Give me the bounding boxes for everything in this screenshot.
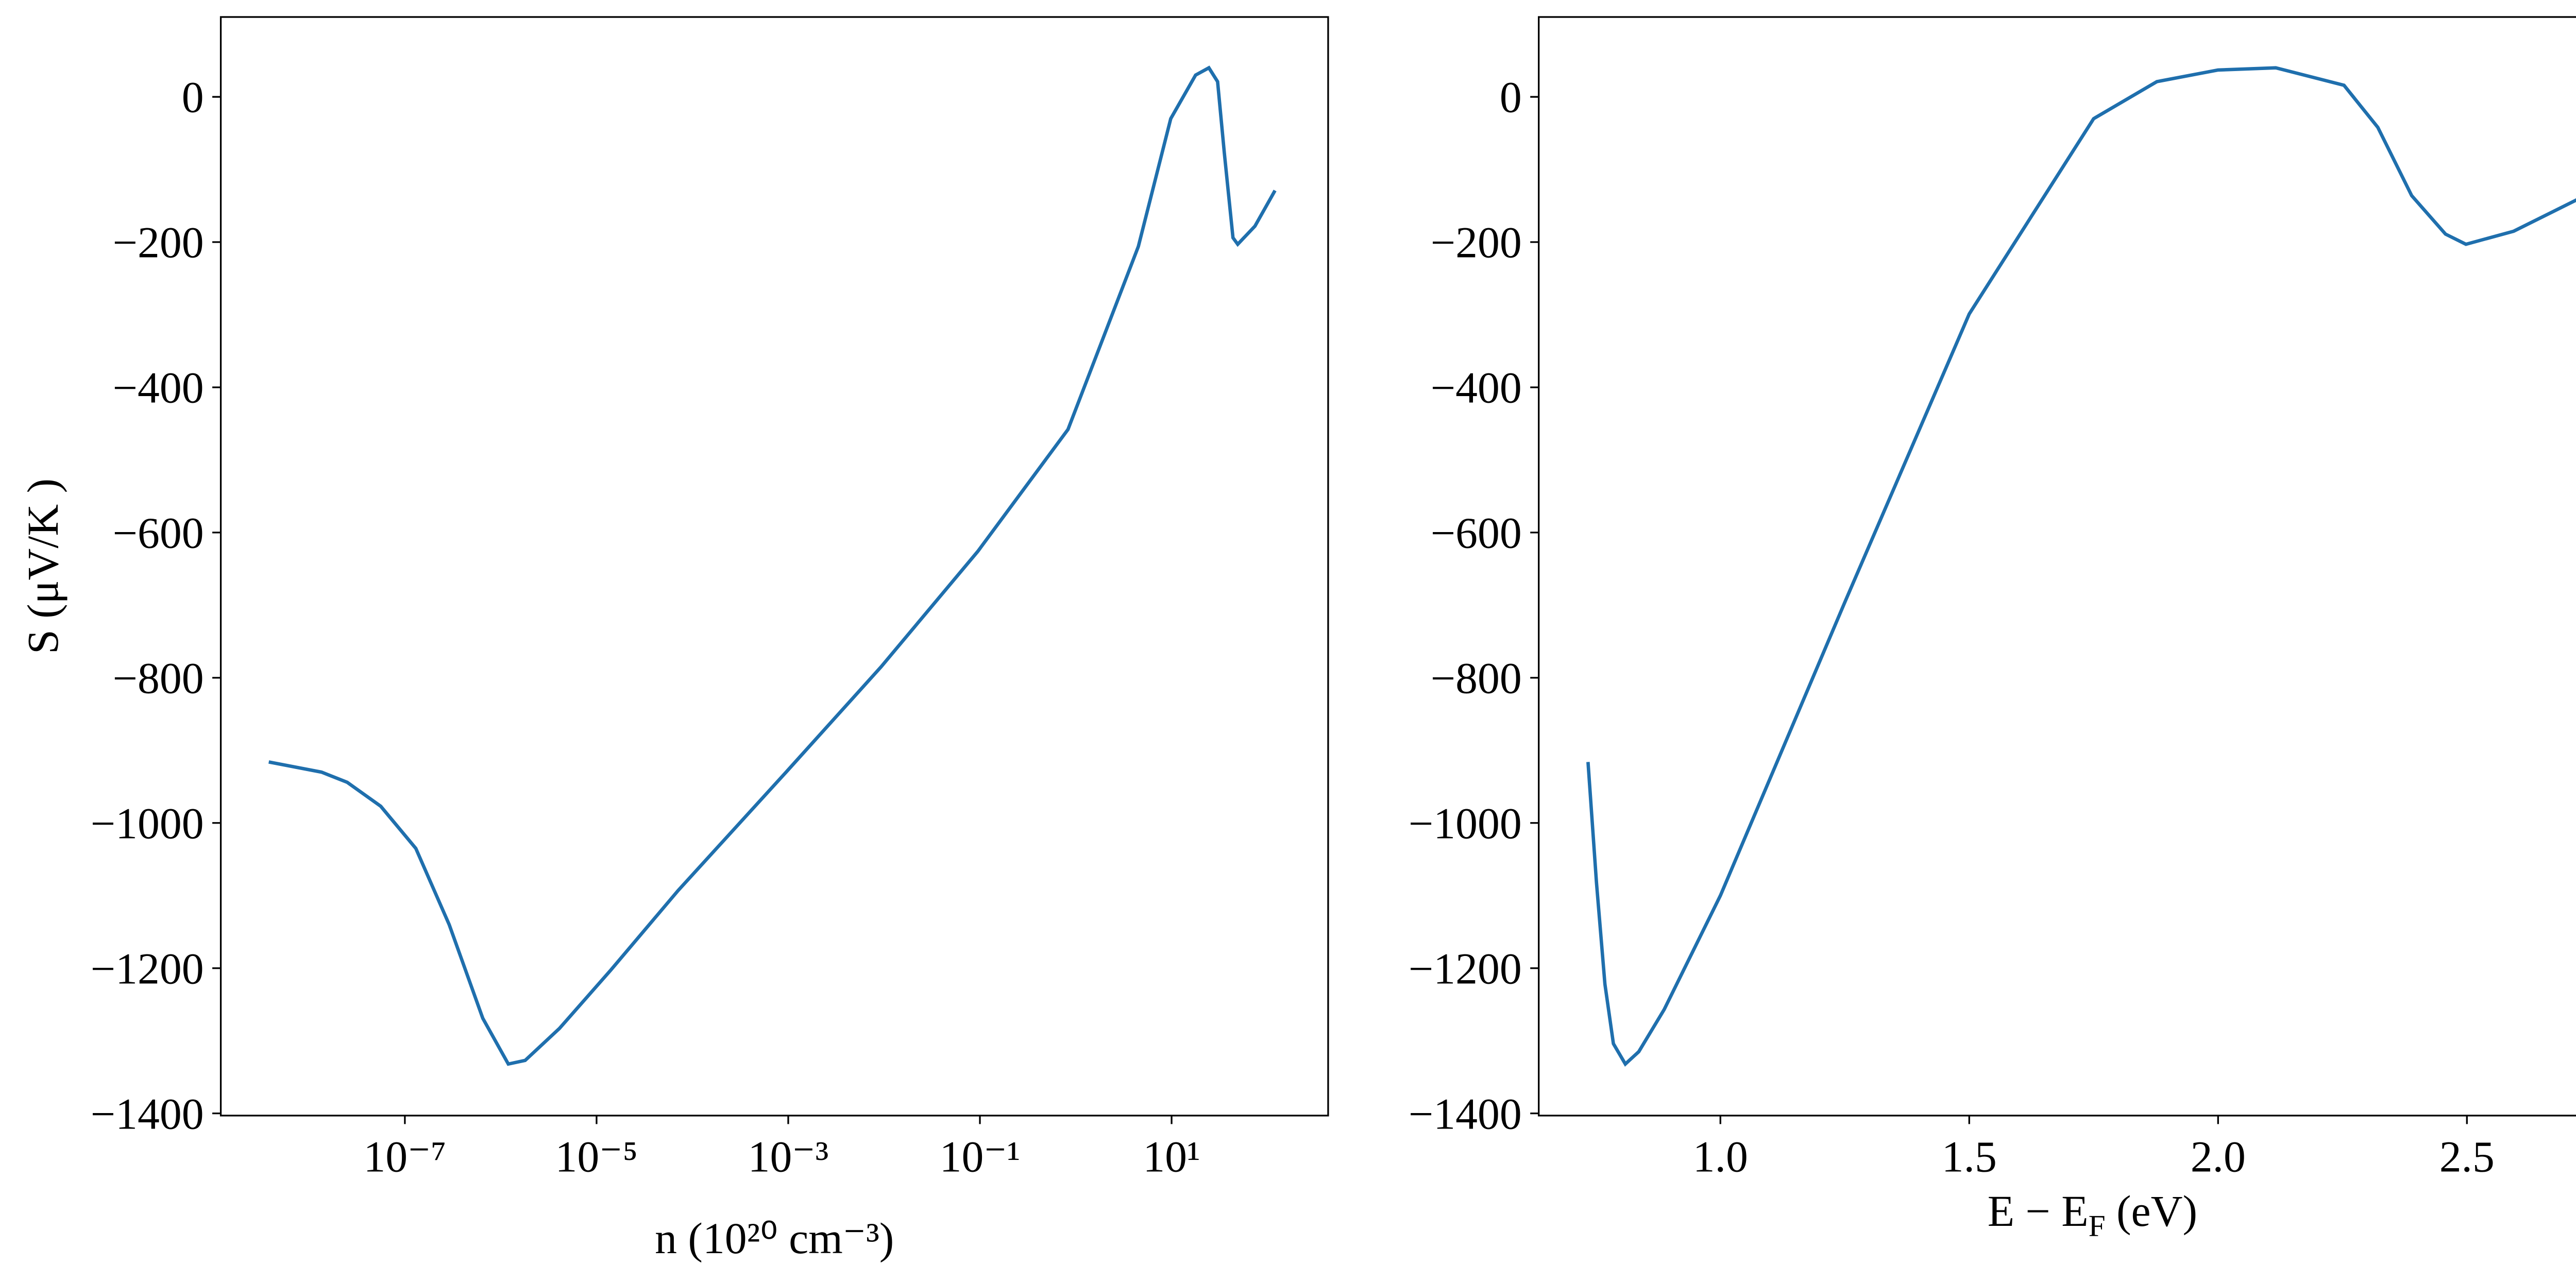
y-tick-label: −1000 <box>1409 799 1522 848</box>
x-tick-label: 10⁻⁷ <box>363 1133 446 1182</box>
data-line <box>1586 66 2576 1067</box>
y-tick-label: −800 <box>113 654 204 703</box>
x-axis-label-part: E − E <box>1988 1187 2089 1236</box>
y-tick-label: −200 <box>113 218 204 267</box>
x-axis-label-part: (eV) <box>2106 1187 2197 1236</box>
y-axis-label: S (μV/K ) <box>19 478 67 654</box>
y-tick-label: −1400 <box>1409 1089 1522 1138</box>
x-tick-label: 10⁻¹ <box>940 1133 1021 1182</box>
x-axis-label: n (10²⁰ cm⁻³) <box>655 1214 894 1263</box>
y-tick-label: −1200 <box>91 944 204 993</box>
y-tick-label: −600 <box>1431 509 1522 558</box>
x-tick-label: 10⁻³ <box>748 1133 829 1182</box>
y-tick-label: −1000 <box>91 799 204 848</box>
y-tick-label: −1200 <box>1409 944 1522 993</box>
x-tick-label: 2.5 <box>2439 1133 2495 1182</box>
y-tick-label: −600 <box>113 509 204 558</box>
data-line <box>268 65 1277 1066</box>
x-tick-label: 1.5 <box>1942 1133 1997 1182</box>
plot-frame <box>219 16 1329 1117</box>
y-tick-label: −400 <box>1431 364 1522 413</box>
y-tick-label: −400 <box>113 364 204 413</box>
y-tick-label: 0 <box>182 73 204 122</box>
plot-frame <box>1538 16 2576 1117</box>
y-tick-label: 0 <box>1500 73 1522 122</box>
y-tick-label: −200 <box>1431 218 1522 267</box>
x-tick-label: 1.0 <box>1693 1133 1748 1182</box>
x-tick-label: 10¹ <box>1143 1133 1200 1182</box>
x-axis-label: E − EF (eV) <box>1988 1187 2197 1243</box>
y-tick-label: −800 <box>1431 654 1522 703</box>
x-axis-label-part: F <box>2089 1209 2106 1243</box>
y-tick-label: −1400 <box>91 1089 204 1138</box>
x-tick-label: 10⁻⁵ <box>555 1133 638 1182</box>
x-tick-label: 2.0 <box>2191 1133 2246 1182</box>
